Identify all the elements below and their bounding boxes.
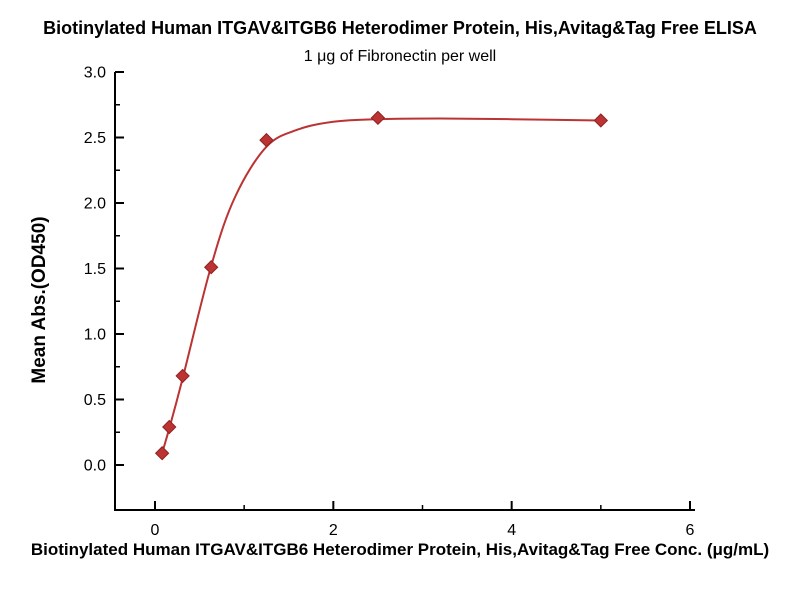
y-tick-label: 2.5 xyxy=(84,130,106,147)
chart-subtitle: 1 μg of Fibronectin per well xyxy=(303,48,497,65)
y-tick-label: 2.0 xyxy=(84,196,106,213)
y-tick-label: 1.0 xyxy=(84,327,106,344)
data-point-marker xyxy=(203,259,219,275)
x-tick-label: 4 xyxy=(507,522,516,539)
y-tick-label: 3.0 xyxy=(84,65,106,82)
data-point-marker xyxy=(259,132,274,148)
x-tick-label: 6 xyxy=(686,522,695,539)
data-point-marker xyxy=(370,110,386,126)
data-point-marker xyxy=(593,113,609,128)
y-tick-label: 0.0 xyxy=(84,458,106,475)
y-tick-label: 1.5 xyxy=(84,261,106,278)
plot-axes xyxy=(114,72,695,511)
data-point-marker xyxy=(154,446,170,461)
data-point-marker xyxy=(162,419,177,435)
x-axis-label: Biotinylated Human ITGAV&ITGB6 Heterodim… xyxy=(30,540,770,559)
x-tick-label: 0 xyxy=(151,522,160,539)
y-tick-label: 0.5 xyxy=(84,392,106,409)
x-tick-label: 2 xyxy=(329,522,338,539)
data-point-marker xyxy=(175,368,190,384)
chart-title: Biotinylated Human ITGAV&ITGB6 Heterodim… xyxy=(43,18,757,38)
fit-curve xyxy=(161,117,601,454)
